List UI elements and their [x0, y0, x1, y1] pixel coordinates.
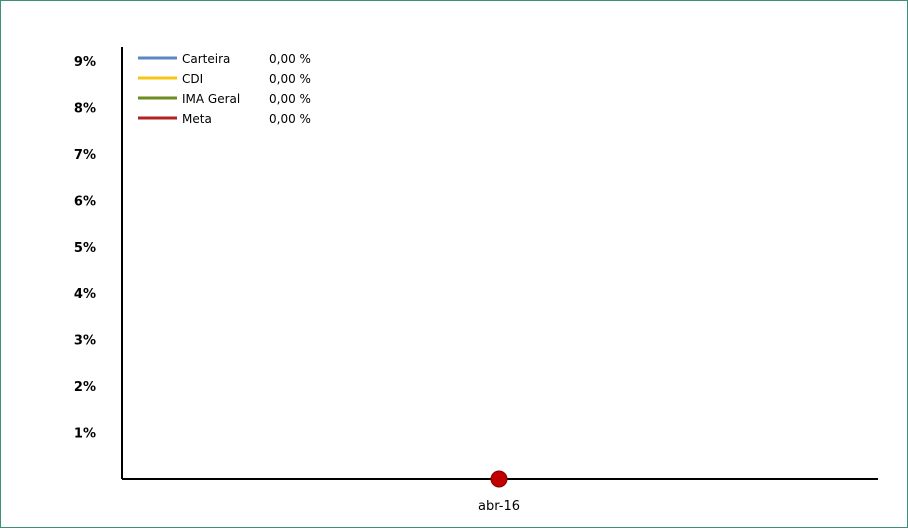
y-tick-label: 8%: [74, 101, 96, 116]
y-axis-ticks: 1% 2% 3% 4% 5% 6% 7% 8% 9%: [74, 55, 96, 442]
legend-series-value: 0,00 %: [269, 72, 311, 86]
legend-item[interactable]: CDI 0,00 %: [138, 72, 311, 86]
y-tick-label: 6%: [74, 194, 96, 209]
y-tick-label: 7%: [74, 148, 96, 163]
legend-series-value: 0,00 %: [269, 52, 311, 66]
legend-item[interactable]: IMA Geral 0,00 %: [138, 92, 311, 106]
legend-series-value: 0,00 %: [269, 112, 311, 126]
legend-series-value: 0,00 %: [269, 92, 311, 106]
x-axis-ticks: abr-16: [478, 499, 520, 514]
y-tick-label: 3%: [74, 334, 96, 349]
legend: Carteira 0,00 %CDI 0,00 %IMA Geral 0,00 %Me…: [138, 52, 311, 126]
y-tick-label: 2%: [74, 380, 96, 395]
y-tick-label: 4%: [74, 287, 96, 302]
legend-series-name: Meta: [182, 112, 212, 126]
x-tick-label: abr-16: [478, 499, 520, 514]
legend-series-name: IMA Geral: [182, 92, 240, 106]
y-tick-label: 9%: [74, 55, 96, 70]
meta-marker[interactable]: [490, 470, 508, 488]
y-tick-label: 5%: [74, 241, 96, 256]
markers: [490, 470, 508, 488]
legend-series-name: CDI: [182, 72, 203, 86]
y-tick-label: 1%: [74, 427, 96, 442]
legend-series-name: Carteira: [182, 52, 230, 66]
legend-item[interactable]: Carteira 0,00 %: [138, 52, 311, 66]
legend-item[interactable]: Meta 0,00 %: [138, 112, 311, 126]
